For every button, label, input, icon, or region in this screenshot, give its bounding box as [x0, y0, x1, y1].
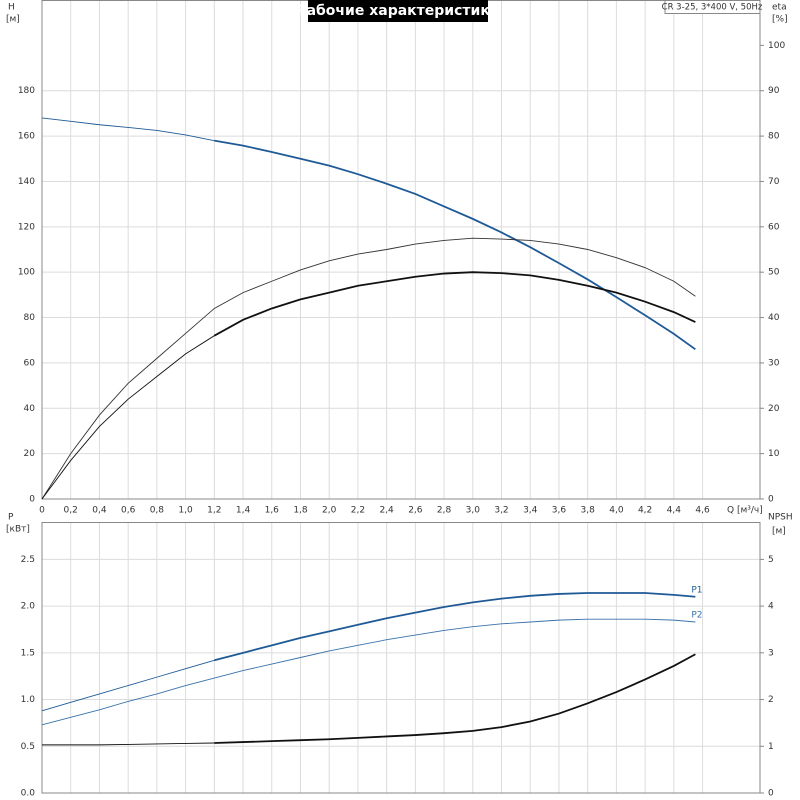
plot-frame [41, 522, 761, 794]
y2-tick-label: 2 [768, 695, 774, 705]
curve [42, 742, 215, 746]
y2-tick-label: 60 [768, 222, 780, 232]
y2-axis-title: NPSH [768, 513, 793, 523]
y2-axis-unit: [%] [772, 15, 788, 25]
y-tick-label: 2.0 [21, 602, 36, 612]
x-tick-label: 3,4 [523, 506, 538, 516]
y-tick-label: 0.5 [21, 742, 35, 752]
x-tick-label: 4,4 [667, 506, 682, 516]
y2-tick-label: 10 [768, 449, 780, 459]
y-tick-label: 60 [24, 358, 36, 368]
x-tick-label: 1,2 [207, 506, 221, 516]
chart-title: Рабочие характеристики [296, 3, 499, 19]
y-tick-label: 180 [18, 86, 35, 96]
y2-tick-label: 70 [768, 177, 780, 187]
y2-tick-label: 100 [768, 41, 785, 51]
y2-tick-label: 20 [768, 404, 780, 414]
y-tick-label: 160 [18, 132, 35, 142]
y-axis-unit: [м] [6, 15, 20, 25]
y2-axis-unit: [м] [772, 527, 786, 537]
model-box [664, 0, 761, 14]
text-layer: Рабочие характеристики CR 3-25, 3*400 V,… [6, 0, 793, 799]
y2-axis-title: eta [772, 3, 787, 13]
y2-tick-label: 3 [768, 648, 774, 658]
y2-tick-label: 50 [768, 268, 780, 278]
x-tick-label: 0,6 [121, 506, 136, 516]
x-tick-label: 2,6 [408, 506, 423, 516]
x-tick-label: 0,4 [92, 506, 107, 516]
y2-tick-label: 0 [768, 495, 774, 505]
y-tick-label: 140 [18, 177, 35, 187]
y2-tick-label: 80 [768, 132, 780, 142]
x-tick-label: 3,6 [552, 506, 567, 516]
x-tick-label: 1,6 [265, 506, 280, 516]
curve-label: P2 [691, 610, 702, 620]
y-tick-label: 80 [24, 313, 36, 323]
x-tick-label: 4,0 [609, 506, 624, 516]
curve [214, 592, 696, 662]
y-tick-label: 40 [24, 404, 36, 414]
y-tick-label: 100 [18, 268, 35, 278]
x-tick-label: 0,8 [150, 506, 165, 516]
x-tick-label: 1,8 [293, 506, 308, 516]
x-tick-label: 3,0 [466, 506, 481, 516]
x-axis-title: Q [м³/ч] [727, 506, 763, 516]
curve [41, 335, 215, 500]
y-axis-title: P [8, 513, 14, 523]
y-tick-label: 120 [18, 222, 35, 232]
y-tick-label: 1.0 [21, 695, 36, 705]
y2-tick-label: 4 [768, 602, 774, 612]
y-tick-label: 20 [24, 449, 36, 459]
x-tick-label: 0 [39, 506, 45, 516]
curve [41, 237, 696, 500]
curve [41, 618, 696, 726]
curve [214, 653, 696, 744]
x-tick-label: 1,4 [236, 506, 251, 516]
plot-frame [41, 0, 761, 500]
y2-tick-label: 30 [768, 358, 780, 368]
x-tick-label: 0,2 [64, 506, 78, 516]
lines-layer [41, 117, 696, 746]
curve-label: P1 [691, 585, 702, 595]
y-tick-label: 0.0 [21, 789, 36, 799]
y2-tick-label: 0 [768, 789, 774, 799]
y-tick-label: 0 [29, 495, 35, 505]
x-tick-label: 4,2 [638, 506, 652, 516]
x-tick-label: 1,0 [178, 506, 193, 516]
model-label: CR 3-25, 3*400 V, 50Hz [662, 3, 763, 13]
y2-tick-label: 40 [768, 313, 780, 323]
x-tick-label: 2,8 [437, 506, 452, 516]
y-axis-title: H [8, 3, 15, 13]
x-tick-label: 4,6 [695, 506, 710, 516]
y-tick-label: 1.5 [21, 648, 35, 658]
y2-tick-label: 1 [768, 742, 774, 752]
x-tick-label: 2,4 [379, 506, 394, 516]
y2-tick-label: 90 [768, 86, 780, 96]
title-box [308, 0, 488, 22]
curve [214, 139, 696, 351]
curve [213, 271, 696, 337]
curve [41, 117, 215, 142]
curve [41, 659, 215, 712]
y-axis-unit: [кВт] [6, 525, 30, 535]
x-tick-label: 3,2 [494, 506, 508, 516]
x-tick-label: 3,8 [581, 506, 596, 516]
x-tick-label: 2,2 [351, 506, 365, 516]
x-tick-label: 2,0 [322, 506, 337, 516]
y2-tick-label: 5 [768, 555, 774, 565]
y-tick-label: 2.5 [21, 555, 35, 565]
